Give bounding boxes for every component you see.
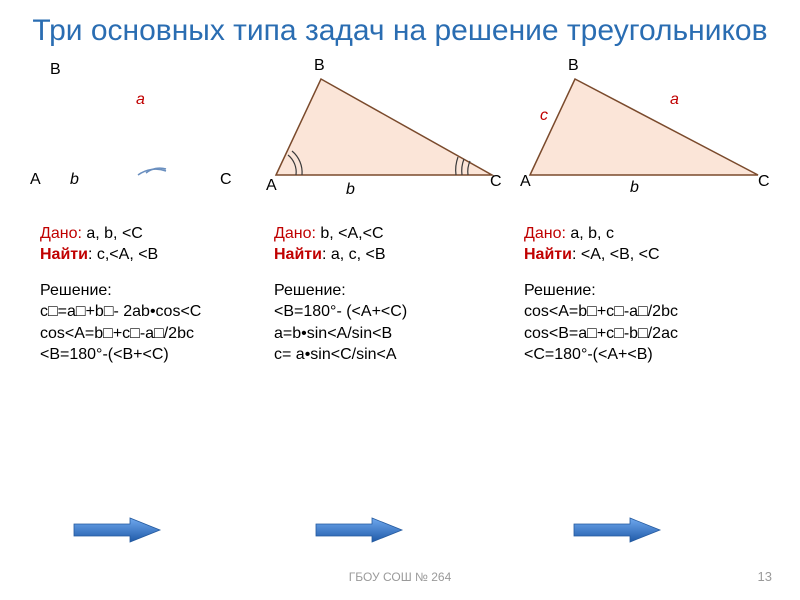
vertex-A-3: A	[520, 173, 531, 191]
triangles-row: B A C a b B A C b B A C a b c	[0, 55, 800, 205]
sol-l2-2: a=b•sin<A/sin<B	[274, 323, 486, 345]
sol-l2-3: cos<B=a□+c□-b□/2ac	[524, 323, 756, 345]
arrow-3	[572, 516, 662, 546]
sol-title-2: Решение:	[274, 280, 486, 302]
naiti-body-1: : c,<A, <B	[88, 246, 158, 263]
dano-1: Дано: a, b, <C	[40, 223, 252, 245]
page-number: 13	[758, 569, 772, 584]
solution-1: Решение: c□=a□+b□- 2ab•cos<C cos<A=b□+c□…	[40, 280, 252, 366]
side-b-2: b	[346, 181, 355, 199]
vertex-C-3: C	[758, 173, 770, 191]
page-title: Три основных типа задач на решение треуг…	[0, 0, 800, 49]
dano-2: Дано: b, <A,<C	[274, 223, 486, 245]
sol-l2-1: cos<A=b□+c□-a□/2bc	[40, 323, 252, 345]
triangle-cell-3: B A C a b c	[520, 55, 780, 205]
naiti-label-2: Найти	[274, 246, 322, 263]
naiti-body-2: : a, c, <B	[322, 246, 386, 263]
vertex-B-2: B	[314, 57, 325, 75]
vertex-C-2: C	[490, 173, 502, 191]
arrow-2	[314, 516, 404, 546]
triangle-svg-3	[520, 55, 780, 205]
sol-l1-2: <B=180°- (<A+<C)	[274, 301, 486, 323]
dano-3: Дано: a, b, c	[524, 223, 756, 245]
triangle-cell-2: B A C b	[266, 55, 516, 205]
dano-body-1: a, b, <C	[82, 225, 143, 242]
naiti-body-3: : <A, <B, <C	[572, 246, 660, 263]
solution-3: Решение: cos<A=b□+c□-a□/2bc cos<B=a□+c□-…	[524, 280, 756, 366]
triangle-cell-1: B A C a b	[30, 55, 280, 205]
sol-l1-3: cos<A=b□+c□-a□/2bc	[524, 301, 756, 323]
sol-l3-2: c= a•sin<C/sin<A	[274, 344, 486, 366]
naiti-2: Найти: a, c, <B	[274, 244, 486, 266]
footer-text: ГБОУ СОШ № 264	[0, 570, 800, 584]
naiti-label-3: Найти	[524, 246, 572, 263]
dano-label-2: Дано:	[274, 225, 316, 242]
sol-title-3: Решение:	[524, 280, 756, 302]
sol-l1-1: c□=a□+b□- 2ab•cos<C	[40, 301, 252, 323]
naiti-1: Найти: c,<A, <B	[40, 244, 252, 266]
problem-col-2: Дано: b, <A,<C Найти: a, c, <B Решение: …	[270, 223, 490, 367]
dano-body-3: a, b, c	[566, 225, 614, 242]
dano-label-1: Дано:	[40, 225, 82, 242]
problems-row: Дано: a, b, <C Найти: c,<A, <B Решение: …	[0, 223, 800, 367]
sol-l3-1: <B=180°-(<B+<C)	[40, 344, 252, 366]
arrow-1	[72, 516, 162, 546]
naiti-3: Найти: <A, <B, <C	[524, 244, 756, 266]
dano-label-3: Дано:	[524, 225, 566, 242]
problem-col-3: Дано: a, b, c Найти: <A, <B, <C Решение:…	[520, 223, 760, 367]
vertex-A-2: A	[266, 177, 277, 195]
side-b-3: b	[630, 179, 639, 197]
vertex-B-3: B	[568, 57, 579, 75]
sol-title-1: Решение:	[40, 280, 252, 302]
triangle-svg-2	[266, 55, 516, 205]
sol-l3-3: <C=180°-(<A+<B)	[524, 344, 756, 366]
arc-marks-1	[30, 55, 280, 205]
side-c-3: c	[540, 107, 548, 125]
side-a-3: a	[670, 91, 679, 109]
naiti-label-1: Найти	[40, 246, 88, 263]
dano-body-2: b, <A,<C	[316, 225, 384, 242]
solution-2: Решение: <B=180°- (<A+<C) a=b•sin<A/sin<…	[274, 280, 486, 366]
arrows-row	[0, 516, 800, 546]
problem-col-1: Дано: a, b, <C Найти: c,<A, <B Решение: …	[36, 223, 256, 367]
